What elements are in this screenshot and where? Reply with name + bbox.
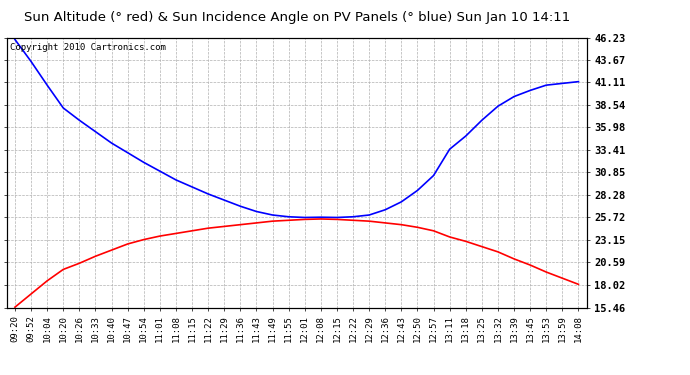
- Text: Copyright 2010 Cartronics.com: Copyright 2010 Cartronics.com: [10, 43, 166, 52]
- Text: Sun Altitude (° red) & Sun Incidence Angle on PV Panels (° blue) Sun Jan 10 14:1: Sun Altitude (° red) & Sun Incidence Ang…: [23, 11, 570, 24]
